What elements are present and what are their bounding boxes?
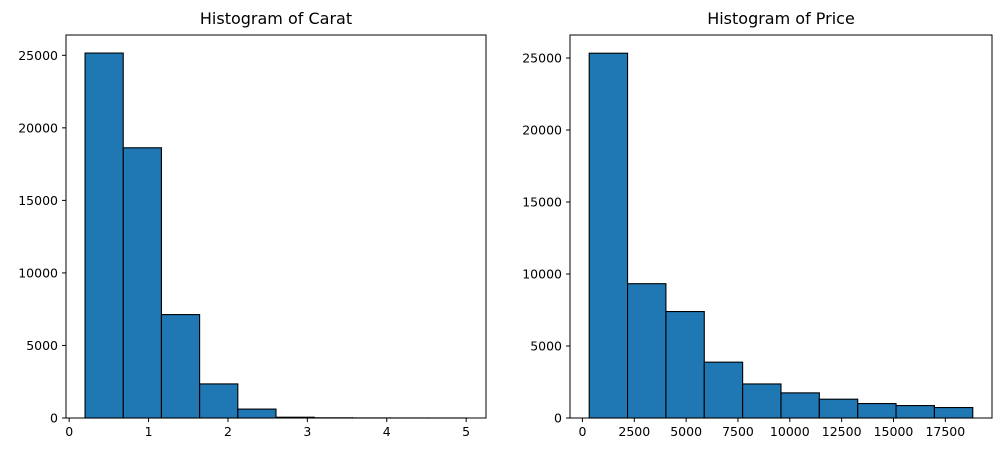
carat-x-tick-label: 2 — [224, 424, 232, 439]
carat-x-tick-label: 4 — [383, 424, 391, 439]
price-bar — [588, 52, 629, 419]
price-y-tick-label: 20000 — [522, 123, 562, 138]
price-y-tick-label: 5000 — [530, 339, 562, 354]
carat-bar — [122, 147, 162, 419]
price-bars — [588, 52, 974, 419]
price-bar — [895, 405, 935, 419]
price-bar — [818, 398, 859, 419]
carat-y-tick-label: 25000 — [18, 48, 58, 63]
carat-chart-title: Histogram of Carat — [200, 9, 352, 28]
price-y-tick-label: 0 — [554, 411, 562, 426]
carat-bar — [199, 383, 239, 419]
price-x-tick-label: 17500 — [925, 424, 965, 439]
price-axes-frame — [569, 34, 993, 419]
price-x-tick-label: 5000 — [670, 424, 702, 439]
price-x-tick-label: 15000 — [874, 424, 914, 439]
carat-bars — [84, 52, 468, 419]
carat-y-ticks: 0 5000 10000 15000 20000 25000 — [18, 48, 66, 426]
carat-y-tick-label: 10000 — [18, 265, 58, 280]
carat-bar — [160, 314, 201, 419]
price-bar — [627, 283, 667, 419]
carat-y-tick-label: 0 — [50, 411, 58, 426]
price-x-tick-label: 10000 — [770, 424, 810, 439]
carat-bar — [84, 52, 124, 419]
price-y-tick-label: 25000 — [522, 51, 562, 66]
price-x-tick-label: 7500 — [722, 424, 754, 439]
price-histogram-panel: Histogram of Price 0 2500 5000 7500 10000 125… — [522, 9, 993, 439]
carat-y-tick-label: 5000 — [26, 338, 58, 353]
price-bar — [780, 392, 820, 419]
price-y-tick-label: 10000 — [522, 267, 562, 282]
carat-x-ticks: 0 1 2 3 4 5 — [65, 418, 470, 439]
price-y-tick-label: 15000 — [522, 195, 562, 210]
price-chart-title: Histogram of Price — [707, 9, 855, 28]
price-bar — [703, 361, 744, 419]
price-x-tick-label: 0 — [578, 424, 586, 439]
carat-y-tick-label: 15000 — [18, 193, 58, 208]
price-bar — [933, 406, 974, 419]
carat-x-tick-label: 1 — [145, 424, 153, 439]
carat-histogram-panel: Histogram of Carat 0 1 2 3 4 5 0 5000 10000 1500… — [18, 9, 487, 439]
price-x-tick-label: 2500 — [618, 424, 650, 439]
price-y-ticks: 0 5000 10000 15000 20000 25000 — [522, 51, 570, 426]
price-x-ticks: 0 2500 5000 7500 10000 12500 15000 17500 — [578, 418, 965, 439]
price-x-tick-label: 12500 — [822, 424, 862, 439]
carat-y-tick-label: 20000 — [18, 120, 58, 135]
carat-axes-frame — [65, 34, 487, 419]
carat-x-tick-label: 0 — [65, 424, 73, 439]
price-bar — [857, 403, 897, 419]
carat-x-tick-label: 3 — [303, 424, 311, 439]
price-bar — [742, 383, 782, 419]
price-bar — [665, 310, 705, 419]
carat-x-tick-label: 5 — [462, 424, 470, 439]
carat-bar — [237, 408, 277, 419]
